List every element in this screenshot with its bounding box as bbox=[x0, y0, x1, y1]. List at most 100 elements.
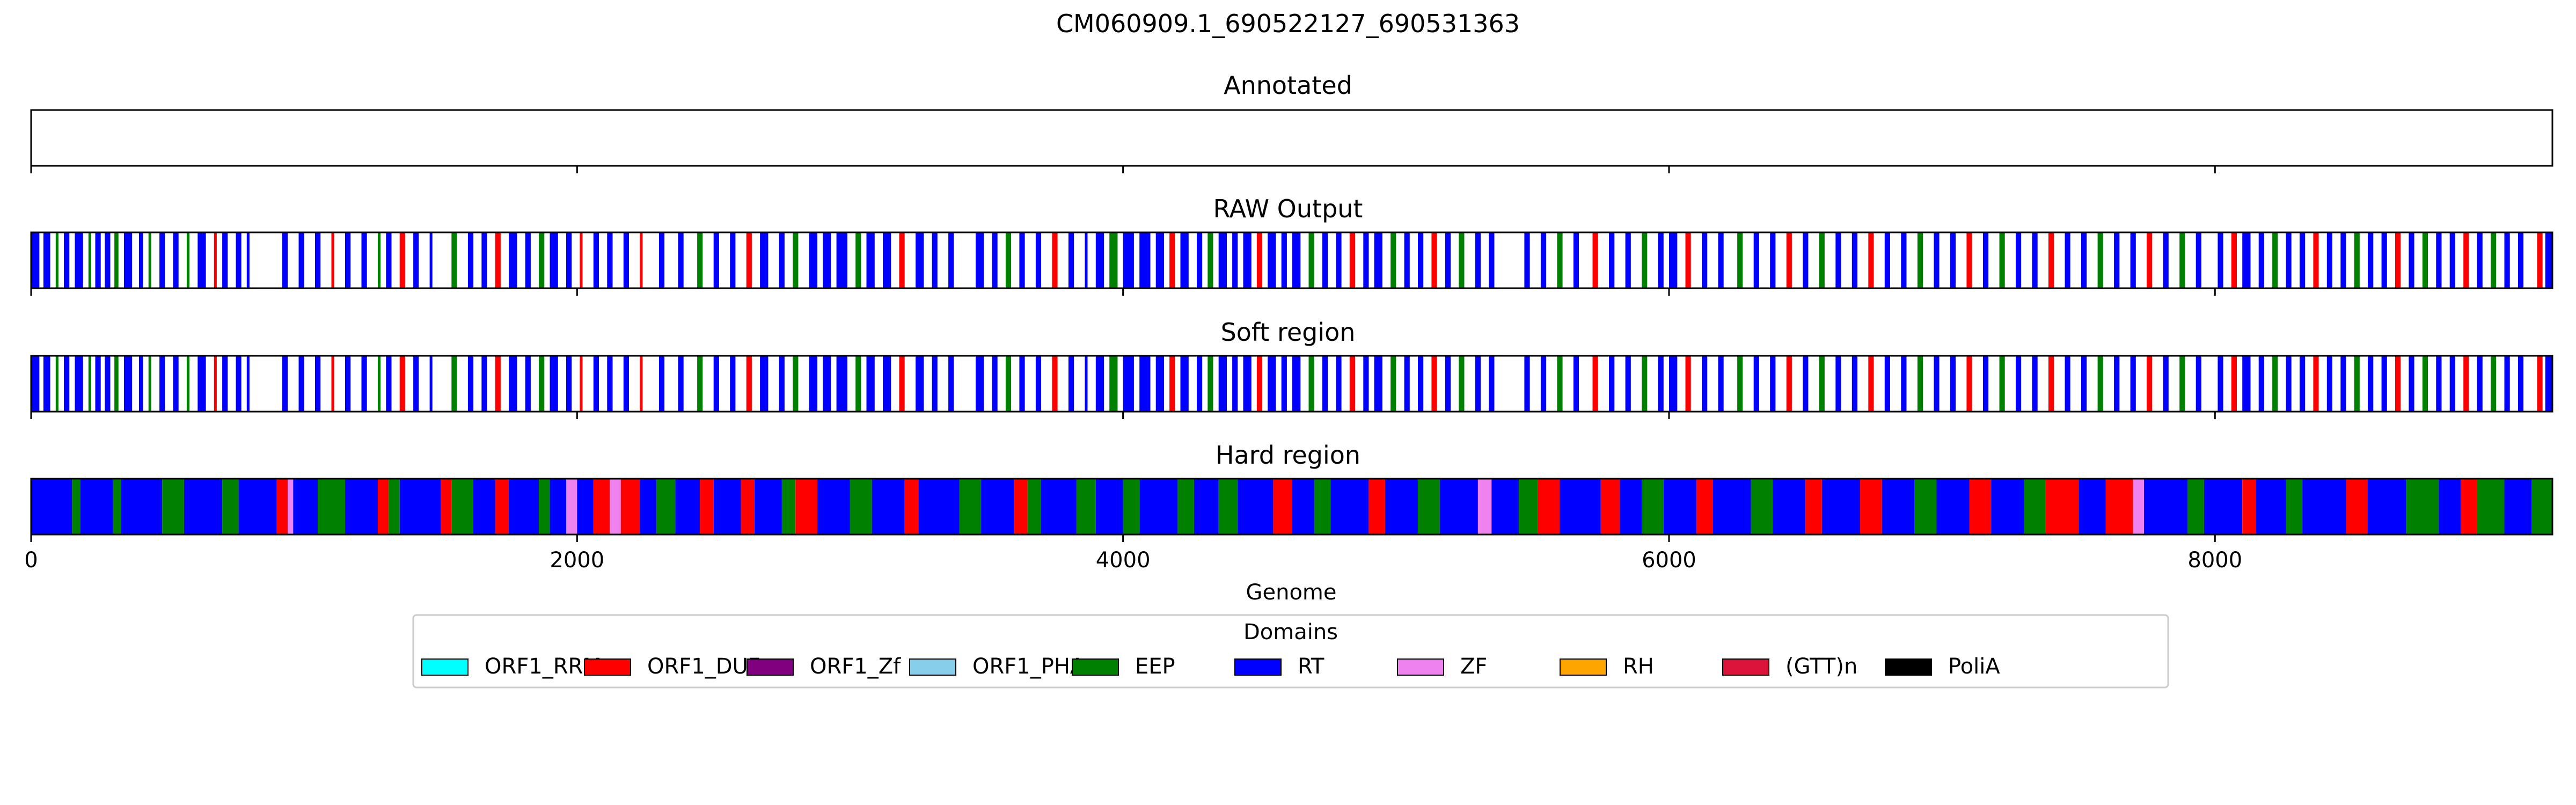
domain-segment bbox=[866, 232, 875, 288]
domain-segment bbox=[1663, 479, 1696, 535]
x-tick-labels: 0 2000 4000 6000 8000 bbox=[24, 548, 2242, 573]
domain-segment bbox=[1256, 356, 1263, 412]
domain-segment bbox=[1292, 232, 1301, 288]
domain-segment bbox=[1917, 356, 1923, 412]
domain-segment bbox=[159, 232, 165, 288]
domain-segment bbox=[1005, 356, 1012, 412]
domain-segment bbox=[1123, 479, 1140, 535]
domain-segment bbox=[2231, 356, 2237, 412]
domain-segment bbox=[467, 356, 474, 412]
domain-segment bbox=[378, 356, 381, 412]
domain-segment bbox=[2286, 232, 2292, 288]
domain-segment bbox=[1851, 232, 1857, 288]
domain-segment bbox=[1391, 232, 1396, 288]
domain-segment bbox=[399, 232, 405, 288]
domain-segment bbox=[64, 232, 70, 288]
domain-segment bbox=[976, 356, 984, 412]
domain-segment bbox=[1901, 356, 1907, 412]
domain-segment bbox=[1194, 479, 1219, 535]
domain-segment bbox=[976, 232, 984, 288]
domain-segment bbox=[1085, 232, 1088, 288]
domain-segment bbox=[1477, 479, 1492, 535]
domain-segment bbox=[31, 232, 40, 288]
legend-label: PoliA bbox=[1948, 654, 2000, 679]
domain-segment bbox=[1803, 356, 1809, 412]
track-segments bbox=[31, 232, 2552, 288]
domain-segment bbox=[1077, 479, 1096, 535]
domain-segment bbox=[1696, 479, 1713, 535]
legend-swatch bbox=[1885, 658, 1932, 676]
domain-segment bbox=[1851, 356, 1857, 412]
domain-segment bbox=[236, 356, 241, 412]
domain-segment bbox=[836, 356, 847, 412]
domain-segment bbox=[1035, 356, 1042, 412]
domain-segment bbox=[593, 356, 599, 412]
domain-segment bbox=[1805, 479, 1822, 535]
domain-segment bbox=[413, 232, 419, 288]
domain-segment bbox=[730, 232, 736, 288]
domain-segment bbox=[1753, 356, 1759, 412]
domain-segment bbox=[1322, 356, 1328, 412]
domain-segment bbox=[2218, 232, 2223, 288]
legend-label: ORF1_DUF bbox=[647, 654, 760, 679]
domain-segment bbox=[2032, 232, 2038, 288]
domain-segment bbox=[2504, 232, 2510, 288]
domain-segment bbox=[916, 232, 924, 288]
domain-segment bbox=[282, 356, 288, 412]
track-segments bbox=[31, 356, 2552, 412]
domain-segment bbox=[855, 232, 861, 288]
domain-segment bbox=[2286, 479, 2302, 535]
domain-segment bbox=[2381, 232, 2387, 288]
domain-segment bbox=[1243, 356, 1252, 412]
domain-segment bbox=[2272, 232, 2278, 288]
domain-segment bbox=[623, 232, 629, 288]
legend-swatch bbox=[584, 658, 631, 676]
domain-segment bbox=[620, 479, 640, 535]
domain-segment bbox=[932, 232, 938, 288]
domain-segment bbox=[640, 479, 656, 535]
domain-segment bbox=[2045, 479, 2079, 535]
domain-segment bbox=[2016, 232, 2022, 288]
domain-segment bbox=[713, 479, 741, 535]
domain-segment bbox=[550, 356, 558, 412]
domain-segment bbox=[607, 232, 613, 288]
domain-segment bbox=[2048, 356, 2054, 412]
domain-segment bbox=[2016, 356, 2022, 412]
domain-segment bbox=[1819, 232, 1825, 288]
domain-segment bbox=[1243, 232, 1252, 288]
domain-segment bbox=[580, 232, 583, 288]
x-tick-label: 6000 bbox=[1642, 548, 1696, 573]
domain-segment bbox=[2081, 232, 2087, 288]
domain-segment bbox=[386, 356, 392, 412]
domain-segment bbox=[1314, 479, 1331, 535]
domain-segment bbox=[1445, 356, 1451, 412]
domain-segment bbox=[1232, 356, 1238, 412]
domain-segment bbox=[2491, 232, 2497, 288]
domain-segment bbox=[2409, 232, 2414, 288]
domain-segment bbox=[2436, 356, 2442, 412]
domain-segment bbox=[866, 356, 875, 412]
domain-segment bbox=[345, 356, 351, 412]
domain-segment bbox=[2326, 356, 2332, 412]
domain-segment bbox=[236, 232, 241, 288]
domain-segment bbox=[2449, 356, 2455, 412]
domain-segment bbox=[2196, 356, 2201, 412]
domain-segment bbox=[1095, 232, 1104, 288]
track-raw-output: RAW Output bbox=[30, 194, 2553, 296]
domain-segment bbox=[525, 232, 531, 288]
domain-segment bbox=[1557, 356, 1563, 412]
domain-segment bbox=[345, 232, 351, 288]
domain-segment bbox=[713, 232, 719, 288]
domain-segment bbox=[1336, 232, 1342, 288]
legend-swatch bbox=[1072, 658, 1119, 676]
domain-segment bbox=[1019, 232, 1025, 288]
domain-segment bbox=[675, 479, 700, 535]
domain-segment bbox=[1330, 479, 1369, 535]
legend-label: RT bbox=[1298, 654, 1324, 679]
domain-segment bbox=[1737, 356, 1743, 412]
domain-segment bbox=[2218, 356, 2223, 412]
domain-segment bbox=[658, 232, 665, 288]
domain-segment bbox=[2354, 232, 2360, 288]
track-frame bbox=[30, 478, 2553, 536]
domain-segment bbox=[1718, 356, 1724, 412]
